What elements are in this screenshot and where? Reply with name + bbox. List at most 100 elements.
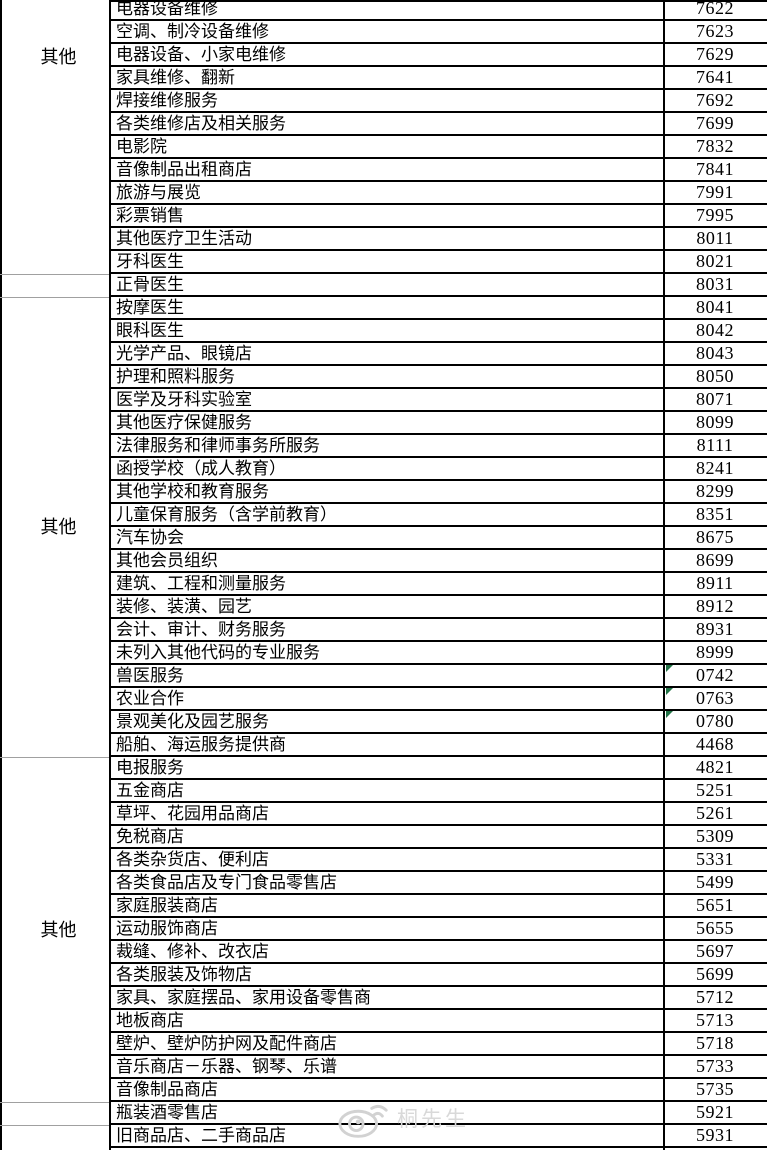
table-row: 五金商店 5251 <box>111 780 767 803</box>
table-row: 运动服饰商店 5655 <box>111 918 767 941</box>
mcc-code-cell: 8111 <box>696 435 734 455</box>
table-row: 各类杂货店、便利店 5331 <box>111 849 767 872</box>
merchant-type-cell: 光学产品、眼镜店 <box>116 344 252 363</box>
merchant-type-cell: 瓶装酒零售店 <box>116 1103 218 1122</box>
table-row: 其他医疗卫生活动 8011 <box>111 228 767 251</box>
table-row: 建筑、工程和测量服务 8911 <box>111 573 767 596</box>
table-row: 正骨医生 8031 <box>111 274 767 297</box>
table-row: 空调、制冷设备维修 7623 <box>111 21 767 44</box>
merchant-type-cell: 会计、审计、财务服务 <box>116 620 286 639</box>
merchant-type-cell: 函授学校（成人教育） <box>116 459 286 478</box>
merchant-type-cell: 各类维修店及相关服务 <box>116 114 286 133</box>
mcc-code-cell: 5713 <box>696 1010 734 1030</box>
table-row: 焊接维修服务 7692 <box>111 90 767 113</box>
merchant-type-cell: 船舶、海运服务提供商 <box>116 735 286 754</box>
merchant-type-cell: 各类杂货店、便利店 <box>116 850 269 869</box>
mcc-code-cell: 5331 <box>696 849 734 869</box>
category-label: 其他 <box>40 47 77 67</box>
table-row: 儿童保育服务（含学前教育） 8351 <box>111 504 767 527</box>
table-row: 未列入其他代码的专业服务 8999 <box>111 642 767 665</box>
mcc-code-cell: 5712 <box>696 987 734 1007</box>
table-body: 电器设备维修 7622 空调、制冷设备维修 7623 电器设备、小家电维修 7629 家具维… <box>111 0 767 1148</box>
table-row: 会计、审计、财务服务 8931 <box>111 619 767 642</box>
mcc-code-cell: 4821 <box>696 757 734 777</box>
merchant-type-cell: 旅游与展览 <box>116 183 201 202</box>
merchant-type-cell: 彩票销售 <box>116 206 184 225</box>
category-column-divider <box>109 0 111 1150</box>
category-section-divider <box>0 297 109 298</box>
mcc-code-cell: 8912 <box>696 596 734 616</box>
table-row: 护理和照料服务 8050 <box>111 366 767 389</box>
merchant-type-cell: 音乐商店－乐器、钢琴、乐谱 <box>116 1057 337 1076</box>
merchant-type-cell: 建筑、工程和测量服务 <box>116 574 286 593</box>
merchant-type-cell: 家具维修、翻新 <box>116 68 235 87</box>
merchant-type-cell: 电报服务 <box>116 758 184 777</box>
merchant-type-cell: 其他会员组织 <box>116 551 218 570</box>
table-row: 船舶、海运服务提供商 4468 <box>111 734 767 757</box>
category-label: 其他 <box>40 517 77 537</box>
mcc-code-cell: 8021 <box>696 251 734 271</box>
table-row: 眼科医生 8042 <box>111 320 767 343</box>
merchant-type-cell: 草坪、花园用品商店 <box>116 804 269 823</box>
table-row: 法律服务和律师事务所服务 8111 <box>111 435 767 458</box>
table-row: 草坪、花园用品商店 5261 <box>111 803 767 826</box>
merchant-type-cell: 医学及牙科实验室 <box>116 390 252 409</box>
category-label: 其他 <box>40 920 77 940</box>
table-row: 电器设备、小家电维修 7629 <box>111 44 767 67</box>
table-row: 农业合作 0763 <box>111 688 767 711</box>
mcc-code-cell: 8011 <box>696 228 734 248</box>
merchant-type-cell: 各类服装及饰物店 <box>116 965 252 984</box>
merchant-type-cell: 焊接维修服务 <box>116 91 218 110</box>
number-stored-as-text-flag-icon <box>666 688 673 695</box>
table-row: 免税商店 5309 <box>111 826 767 849</box>
merchant-type-cell: 法律服务和律师事务所服务 <box>116 436 320 455</box>
mcc-code-cell: 5699 <box>696 964 734 984</box>
mcc-code-cell: 7832 <box>696 136 734 156</box>
merchant-type-cell: 地板商店 <box>116 1011 184 1030</box>
mcc-code-cell: 4468 <box>696 734 734 754</box>
table-row: 旅游与展览 7991 <box>111 182 767 205</box>
mcc-code-cell: 5733 <box>696 1056 734 1076</box>
merchant-type-cell: 其他学校和教育服务 <box>116 482 269 501</box>
table-row: 牙科医生 8021 <box>111 251 767 274</box>
merchant-type-cell: 汽车协会 <box>116 528 184 547</box>
merchant-type-cell: 其他医疗保健服务 <box>116 413 252 432</box>
mcc-code-cell: 7623 <box>696 21 734 41</box>
table-row: 装修、装潢、园艺 8912 <box>111 596 767 619</box>
mcc-code-cell: 7699 <box>696 113 734 133</box>
mcc-code-cell: 5655 <box>696 918 734 938</box>
category-section-divider <box>0 1102 109 1103</box>
merchant-type-cell: 儿童保育服务（含学前教育） <box>116 505 337 524</box>
merchant-type-cell: 音像制品出租商店 <box>116 160 252 179</box>
mcc-code-cell: 8351 <box>696 504 734 524</box>
table-row: 电器设备维修 7622 <box>111 0 767 21</box>
merchant-type-cell: 牙科医生 <box>116 252 184 271</box>
table-row: 音像制品商店 5735 <box>111 1079 767 1102</box>
mcc-code-cell: 5309 <box>696 826 734 846</box>
table-row: 瓶装酒零售店 5921 <box>111 1102 767 1125</box>
merchant-type-cell: 未列入其他代码的专业服务 <box>116 643 320 662</box>
table-row: 地板商店 5713 <box>111 1010 767 1033</box>
mcc-code-cell: 8999 <box>696 642 734 662</box>
merchant-type-cell: 电器设备、小家电维修 <box>116 45 286 64</box>
mcc-code-cell: 8241 <box>696 458 734 478</box>
mcc-code-cell: 7841 <box>696 159 734 179</box>
merchant-type-cell: 运动服饰商店 <box>116 919 218 938</box>
table-row: 家庭服装商店 5651 <box>111 895 767 918</box>
table-row: 音像制品出租商店 7841 <box>111 159 767 182</box>
table-row: 各类食品店及专门食品零售店 5499 <box>111 872 767 895</box>
number-stored-as-text-flag-icon <box>666 711 673 718</box>
merchant-type-cell: 电影院 <box>116 137 167 156</box>
category-section-divider <box>0 757 109 758</box>
table-row: 各类服装及饰物店 5699 <box>111 964 767 987</box>
category-section-divider <box>0 274 109 275</box>
mcc-code-cell: 8041 <box>696 297 734 317</box>
table-row: 函授学校（成人教育） 8241 <box>111 458 767 481</box>
mcc-code-cell: 8042 <box>696 320 734 340</box>
number-stored-as-text-flag-icon <box>666 665 673 672</box>
table-row: 其他医疗保健服务 8099 <box>111 412 767 435</box>
mcc-code-cell: 7692 <box>696 90 734 110</box>
table-row: 裁缝、修补、改衣店 5697 <box>111 941 767 964</box>
table-row: 电影院 7832 <box>111 136 767 159</box>
